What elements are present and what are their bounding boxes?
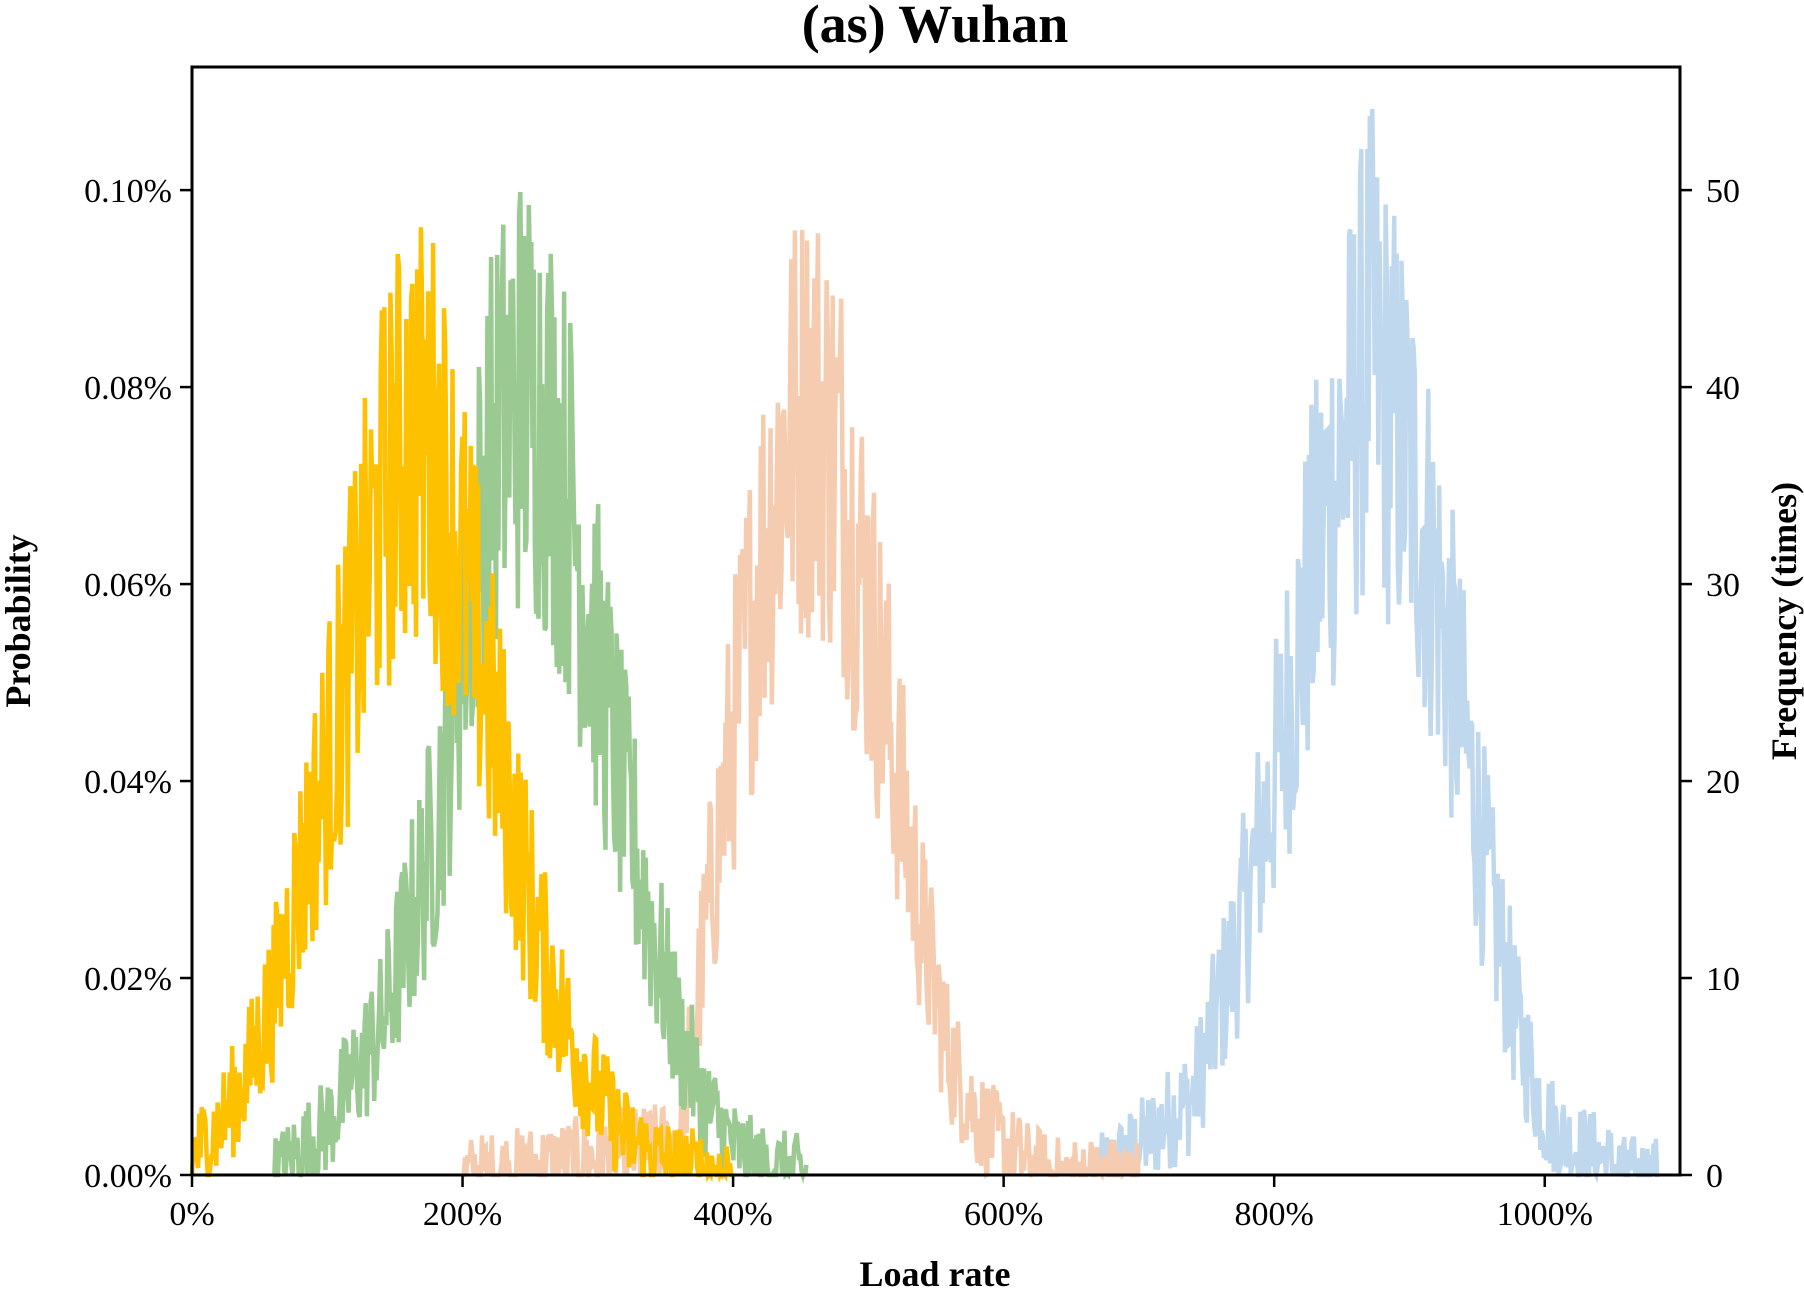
y2-tick-label: 30	[1706, 567, 1740, 604]
y-axis-left: 0.00% 0.02% 0.04% 0.06% 0.08% 0.10%	[84, 173, 192, 1195]
series-line-2	[461, 229, 1141, 1181]
x-tick-label: 200%	[423, 1196, 502, 1233]
series-line-3	[272, 191, 809, 1184]
y-tick-label: 0.02%	[84, 961, 172, 998]
y-axis-right: 0 10 20 30 40 50	[1680, 173, 1740, 1195]
y2-tick-label: 40	[1706, 370, 1740, 407]
y2-tick-label: 50	[1706, 173, 1740, 210]
y-tick-label: 0.06%	[84, 567, 172, 604]
x-tick-label: 600%	[964, 1196, 1043, 1233]
y-tick-label: 0.10%	[84, 173, 172, 210]
y-tick-label: 0.08%	[84, 370, 172, 407]
x-tick-label: 400%	[693, 1196, 772, 1233]
y-tick-label: 0.04%	[84, 764, 172, 801]
plot-frame	[190, 65, 1682, 1177]
y-tick-label: 0.00%	[84, 1158, 172, 1195]
y2-tick-label: 0	[1706, 1158, 1723, 1195]
series-line-1	[1096, 108, 1660, 1184]
y2-tick-label: 20	[1706, 764, 1740, 801]
x-tick-label: 0%	[169, 1196, 214, 1233]
chart-title: (as) Wuhan	[802, 0, 1069, 54]
y2-axis-label: Frequency (times)	[1764, 482, 1804, 760]
y-axis-label: Probability	[0, 534, 38, 707]
y2-tick-label: 10	[1706, 961, 1740, 998]
series-layer	[189, 108, 1660, 1184]
x-tick-label: 800%	[1235, 1196, 1314, 1233]
x-tick-label: 1000%	[1497, 1196, 1593, 1233]
x-axis: 0% 200% 400% 600% 800% 1000%	[169, 1175, 1593, 1233]
x-axis-label: Load rate	[860, 1254, 1011, 1294]
